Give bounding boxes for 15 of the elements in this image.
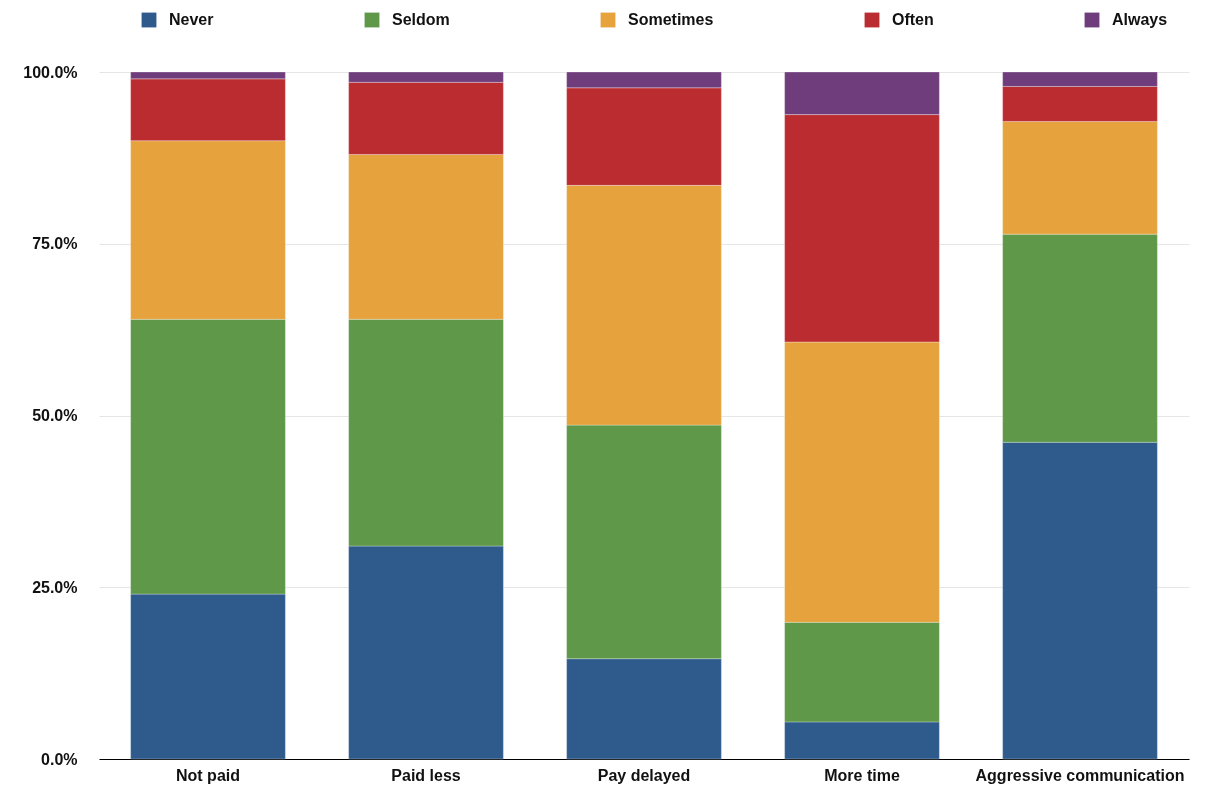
y-tick-label: 75.0% — [32, 235, 78, 253]
x-tick-label: Pay delayed — [597, 766, 691, 784]
y-tick-label: 50.0% — [32, 407, 78, 424]
x-tick-label: Aggressive communication — [975, 766, 1185, 784]
legend-label: Always — [1112, 11, 1168, 28]
legend-label: Sometimes — [628, 11, 714, 28]
x-tick-label: Paid less — [391, 766, 461, 784]
x-tick-label: Not paid — [176, 766, 240, 784]
legend-label: Often — [892, 11, 934, 28]
y-tick-label: 0.0% — [41, 750, 78, 768]
x-tick-label: More time — [824, 766, 900, 784]
legend-label: Seldom — [392, 11, 450, 28]
y-tick-label: 25.0% — [32, 578, 78, 596]
legend-label: Never — [169, 11, 214, 28]
y-tick-label: 100.0% — [23, 63, 78, 81]
